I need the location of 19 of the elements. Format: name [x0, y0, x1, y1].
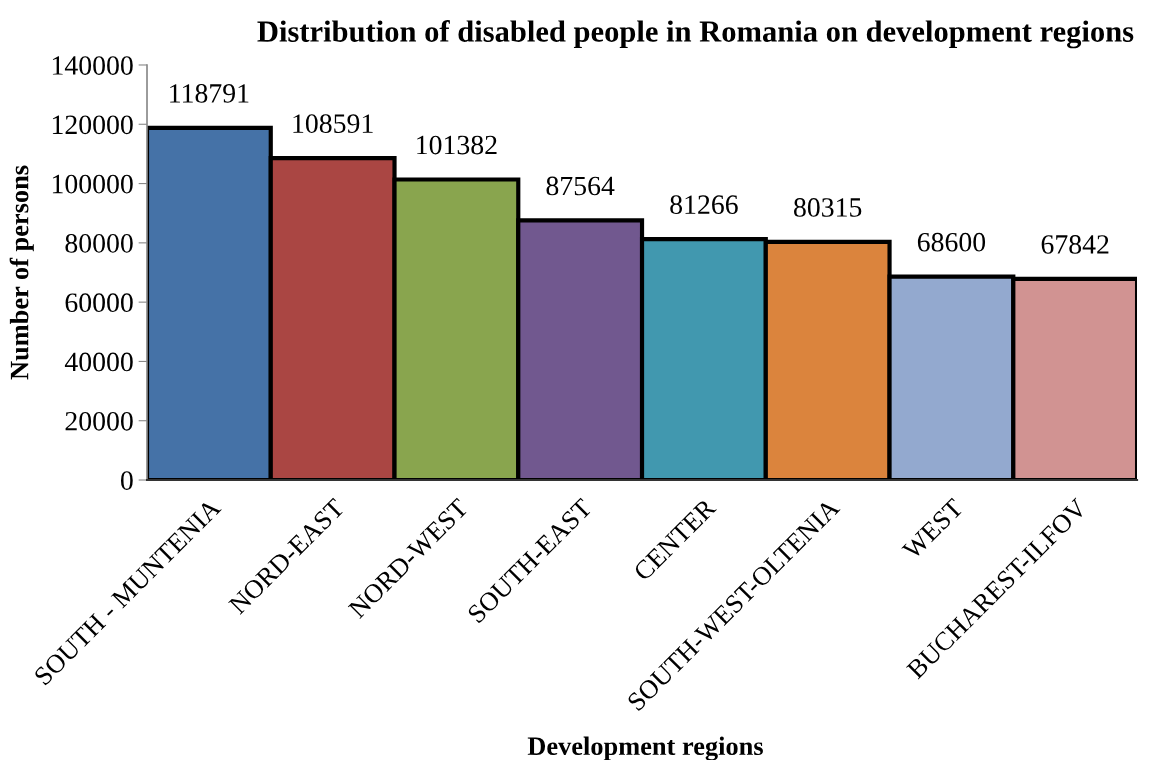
x-axis-title: Development regions [527, 736, 763, 760]
y-tick-label: 20000 [65, 411, 133, 431]
data-label: 68600 [917, 232, 986, 252]
data-label: 108591 [293, 114, 373, 134]
chart-title: Distribution of disabled people in Romania on development regions [257, 20, 1134, 49]
data-label: 67842 [1041, 235, 1109, 254]
data-label: 81266 [670, 195, 738, 215]
data-label: 101382 [417, 135, 497, 155]
y-tick-label: 0 [120, 471, 133, 490]
y-axis-title: Number of persons [9, 165, 34, 380]
data-label: 118791 [170, 84, 249, 103]
data-label: 80315 [794, 198, 862, 217]
y-tick-label: 80000 [65, 234, 133, 253]
y-tick-label: 140000 [52, 56, 133, 75]
y-tick-label: 60000 [65, 293, 133, 313]
y-tick-label: 120000 [52, 115, 133, 135]
y-tick-label: 40000 [64, 352, 133, 372]
data-label: 87564 [546, 176, 615, 196]
y-tick-label: 100000 [52, 174, 133, 194]
